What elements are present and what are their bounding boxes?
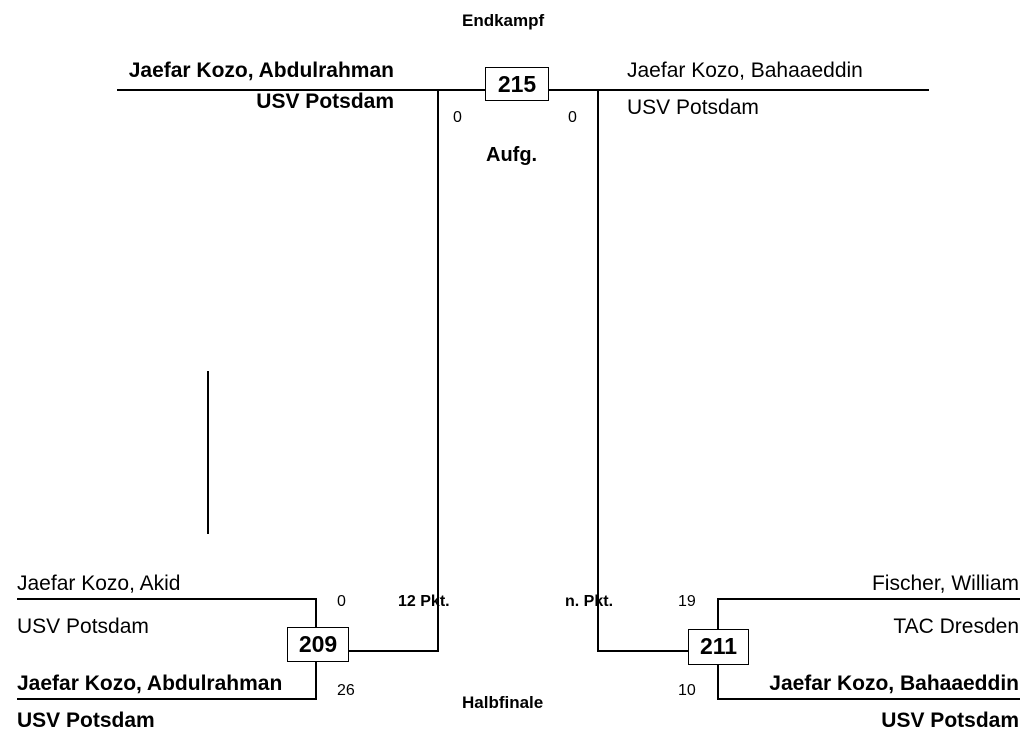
final-left-club: USV Potsdam: [256, 90, 394, 113]
semi-right-top-score: 19: [678, 593, 696, 610]
semi-left-top-score: 0: [337, 593, 346, 610]
semi-right-top-name: Fischer, William: [871, 572, 1019, 595]
semi-right-bottom-name: Jaefar Kozo, Bahaaeddin: [769, 672, 1019, 695]
semi-right-top-line: [718, 598, 1020, 600]
semifinal-title: Halbfinale: [462, 693, 544, 712]
semi-right-match-number-box: 211: [688, 629, 749, 665]
final-match-number-box: 215: [485, 67, 549, 101]
semi-left-to-final-line: [315, 650, 439, 652]
semi-right-bottom-line: [718, 698, 1020, 700]
semi-left-bottom-score: 26: [337, 682, 355, 699]
final-right-club: USV Potsdam: [627, 96, 759, 119]
final-right-score: 0: [568, 109, 577, 126]
semi-left-top-name: Jaefar Kozo, Akid: [17, 572, 181, 595]
final-result: Aufg.: [486, 144, 538, 166]
final-connector-right: [597, 89, 599, 652]
final-left-name: Jaefar Kozo, Abdulrahman: [128, 59, 394, 82]
decorative-line: [207, 371, 209, 534]
semi-right-bottom-score: 10: [678, 682, 696, 699]
semi-left-bottom-club: USV Potsdam: [17, 709, 155, 732]
semi-left-bottom-line: [17, 698, 316, 700]
semi-left-result: 12 Pkt.: [398, 593, 450, 610]
semi-left-top-line: [17, 598, 316, 600]
final-right-name: Jaefar Kozo, Bahaaeddin: [627, 59, 863, 82]
semi-right-top-club: TAC Dresden: [893, 615, 1019, 638]
semi-right-result: n. Pkt.: [565, 593, 614, 610]
semi-left-top-club: USV Potsdam: [17, 615, 149, 638]
final-title: Endkampf: [462, 11, 545, 30]
final-left-score: 0: [453, 109, 462, 126]
semi-right-bottom-club: USV Potsdam: [881, 709, 1019, 732]
semi-left-match-number-box: 209: [287, 627, 349, 662]
semi-right-to-final-line: [597, 650, 719, 652]
semi-left-bottom-name: Jaefar Kozo, Abdulrahman: [17, 672, 283, 695]
final-connector-left: [437, 89, 439, 652]
